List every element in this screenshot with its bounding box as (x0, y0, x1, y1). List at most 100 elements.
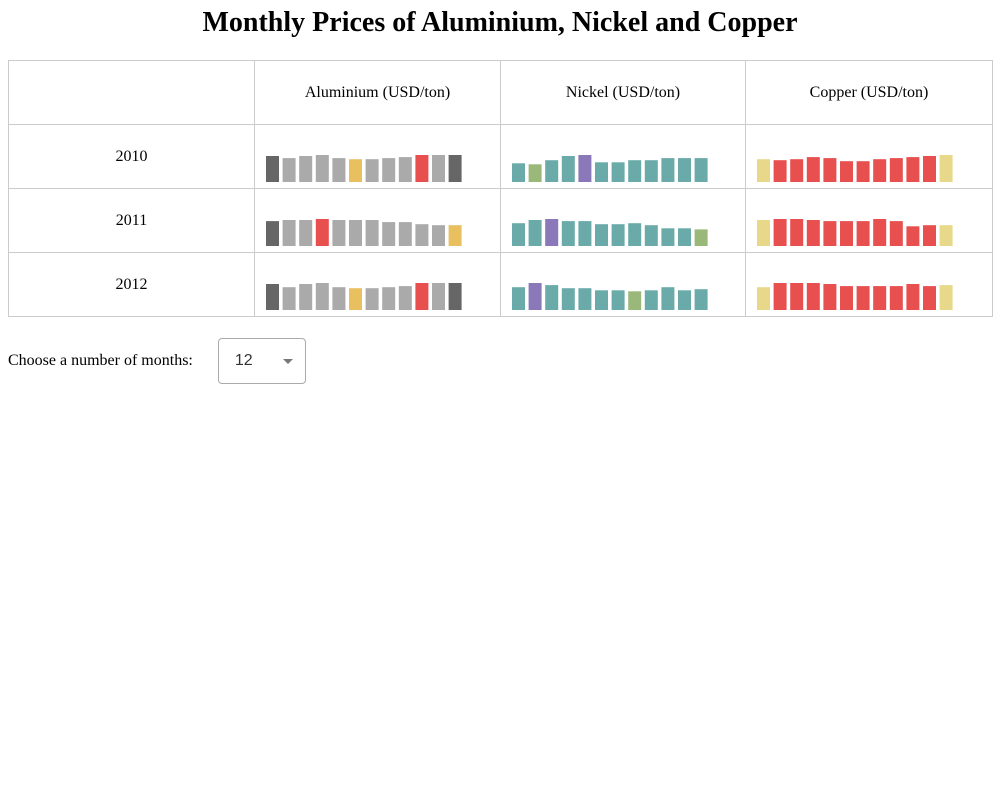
bar (644, 225, 658, 246)
sparkline-cell (500, 252, 746, 317)
column-header-aluminium: Aluminium (USD/ton) (254, 60, 501, 125)
bar (628, 160, 642, 182)
bar (315, 219, 329, 246)
bar (856, 221, 870, 246)
bar (561, 221, 575, 246)
bar (528, 283, 542, 310)
bar (694, 229, 708, 246)
bar (611, 290, 625, 310)
bar (415, 224, 429, 246)
bar (448, 225, 462, 246)
bar (661, 287, 675, 310)
bar (432, 283, 445, 310)
bar (644, 290, 658, 310)
bar (299, 284, 313, 310)
sparkline-nickel (512, 219, 708, 246)
bar (611, 224, 625, 246)
bar (757, 159, 770, 182)
sparkline-cell (254, 124, 501, 189)
bar (856, 286, 870, 310)
bar (595, 162, 608, 182)
sparkline-aluminium (266, 283, 462, 310)
sparkline-cell (745, 188, 993, 253)
bar (512, 287, 525, 310)
bar (382, 287, 396, 310)
bar (840, 286, 853, 310)
bar (790, 159, 804, 182)
bar (806, 220, 820, 246)
table-row: 2012 (8, 252, 993, 317)
bar (806, 283, 820, 310)
bar (906, 226, 920, 246)
bar (889, 221, 903, 246)
bar (889, 286, 903, 310)
bar (282, 220, 296, 246)
bar (678, 228, 691, 246)
table-row: 2010 (8, 124, 993, 189)
bar (906, 157, 920, 182)
bar (628, 223, 642, 246)
bar (595, 224, 608, 246)
bar (773, 283, 787, 310)
months-label: Choose a number of months: (8, 352, 193, 369)
bar (873, 159, 887, 182)
bar (661, 228, 675, 246)
bar (398, 222, 412, 246)
bar (349, 288, 362, 310)
bar (266, 156, 279, 182)
page-title: Monthly Prices of Aluminium, Nickel and … (202, 7, 798, 38)
bar (856, 161, 870, 182)
bar (512, 223, 525, 246)
sparkline-copper (757, 219, 953, 246)
bar (545, 285, 559, 310)
bar (545, 160, 559, 182)
column-header-nickel: Nickel (USD/ton) (500, 60, 746, 125)
sparkline-cell (745, 124, 993, 189)
month-controls: Choose a number of months: 12 (8, 337, 306, 385)
bar (266, 221, 279, 246)
bar (939, 155, 953, 182)
bar (806, 157, 820, 182)
bar (382, 158, 396, 182)
bar (349, 159, 362, 182)
bar (448, 155, 462, 182)
bar (528, 220, 542, 246)
bar (415, 155, 429, 182)
bar (923, 286, 936, 310)
bar (448, 283, 462, 310)
bar (678, 158, 691, 182)
bar (661, 158, 675, 182)
bar (644, 160, 658, 182)
sparkline-cell (254, 252, 501, 317)
months-select[interactable]: 12 (217, 338, 306, 384)
sparkline-copper (757, 155, 953, 182)
bar (773, 160, 787, 182)
bar (694, 289, 708, 310)
sparkline-table: Aluminium (USD/ton) Nickel (USD/ton) Cop… (8, 60, 993, 317)
months-select-value: 12 (234, 352, 253, 369)
bar (282, 287, 296, 310)
row-label-year: 2010 (8, 124, 255, 189)
bar (823, 221, 837, 246)
sparkline-copper (757, 283, 953, 310)
bar (790, 283, 804, 310)
sparkline-nickel (512, 283, 708, 310)
row-label-year: 2011 (8, 188, 255, 253)
bar (790, 219, 804, 246)
corner-cell (8, 60, 255, 125)
bar (923, 225, 936, 246)
bar (365, 159, 379, 182)
sparkline-cell (500, 124, 746, 189)
bar (678, 290, 691, 310)
bar (332, 158, 346, 182)
bar (840, 161, 853, 182)
bar (349, 220, 362, 246)
bar (906, 284, 920, 310)
header-row: Aluminium (USD/ton) Nickel (USD/ton) Cop… (8, 60, 993, 125)
bar (332, 287, 346, 310)
bar (315, 283, 329, 310)
bar (282, 158, 296, 182)
sparkline-nickel (512, 155, 708, 182)
bar (773, 219, 787, 246)
bar (398, 286, 412, 310)
